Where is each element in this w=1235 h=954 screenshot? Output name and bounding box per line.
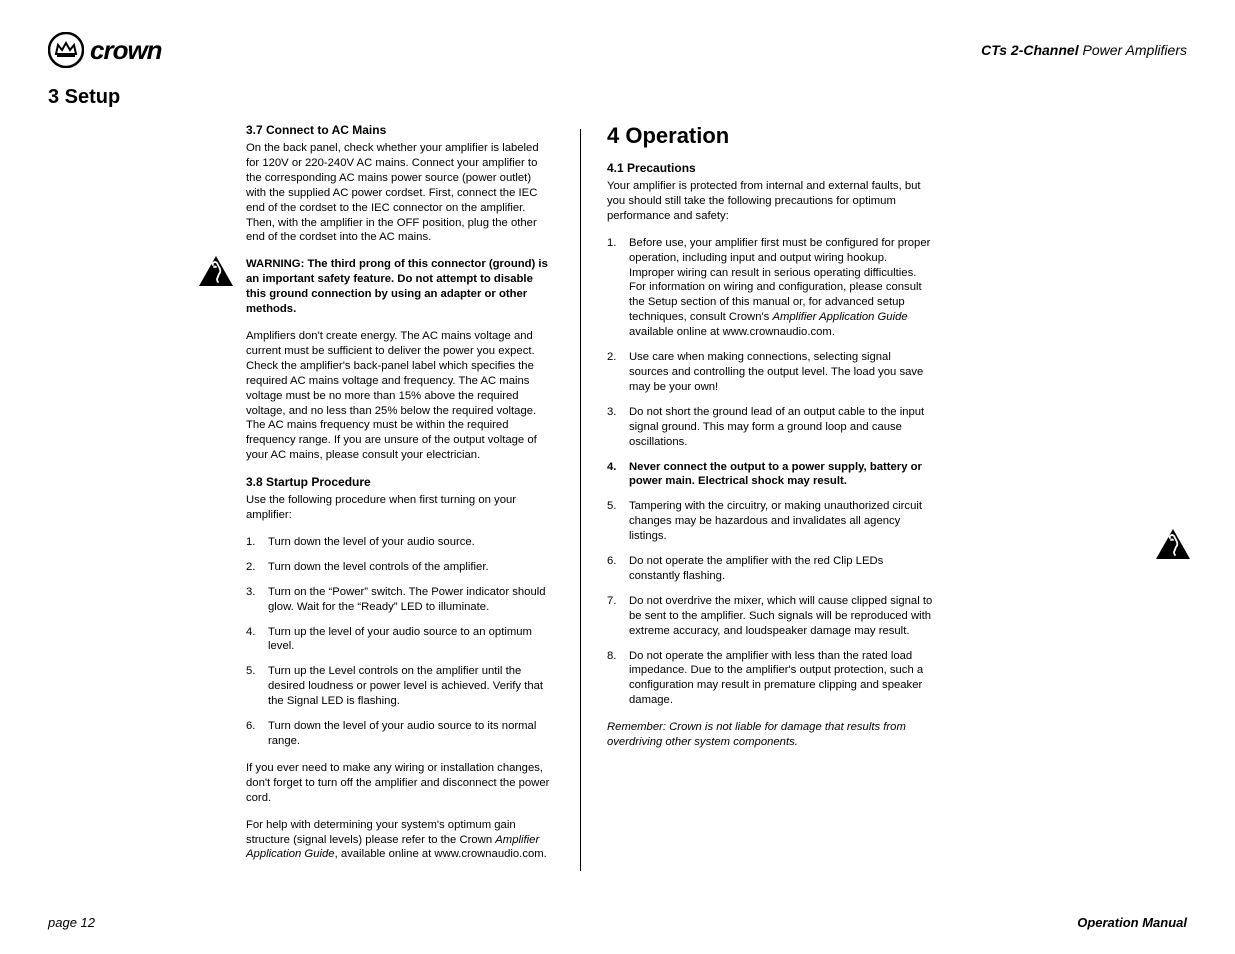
list-item: Turn up the Level controls on the amplif… (246, 664, 552, 709)
list-item: Turn up the level of your audio source t… (246, 625, 552, 655)
column-right: 4 Operation 4.1 Precautions Your amplifi… (607, 123, 957, 874)
doc-title-rest: Power Amplifiers (1079, 42, 1187, 58)
list-item: Never connect the output to a power supp… (607, 460, 933, 490)
column-divider (580, 129, 581, 871)
list-item: Do not operate the amplifier with the re… (607, 554, 933, 584)
operation-heading: 4 Operation (607, 123, 933, 149)
list-item: Turn down the level of your audio source… (246, 719, 552, 749)
para-3-8b: If you ever need to make any wiring or i… (246, 761, 552, 806)
subhead-3-7: 3.7 Connect to AC Mains (246, 123, 552, 137)
para-3-7b: Amplifiers don't create energy. The AC m… (246, 329, 552, 463)
list-item: Use care when making connections, select… (607, 350, 933, 395)
para-4-1: Your amplifier is protected from interna… (607, 179, 933, 224)
list-item: Turn on the “Power” switch. The Power in… (246, 585, 552, 615)
document-title: CTs 2-Channel Power Amplifiers (981, 42, 1187, 58)
brand-logo: crown (48, 32, 162, 68)
list-item: Do not short the ground lead of an outpu… (607, 405, 933, 450)
subhead-4-1: 4.1 Precautions (607, 161, 933, 175)
warning-triangle-icon (198, 255, 234, 292)
list-item: Turn down the level controls of the ampl… (246, 560, 552, 575)
manual-label: Operation Manual (1077, 915, 1187, 930)
column-left: 3.7 Connect to AC Mains On the back pane… (246, 123, 576, 874)
startup-procedure-list: Turn down the level of your audio source… (246, 535, 552, 749)
brand-wordmark: crown (90, 35, 162, 66)
para-3-8c-pre: For help with determining your system's … (246, 819, 516, 846)
page-footer: page 12 Operation Manual (48, 915, 1187, 930)
crown-logo-icon (48, 32, 84, 68)
para-3-8a: Use the following procedure when first t… (246, 493, 552, 523)
warning-text: WARNING: The third prong of this connect… (246, 257, 552, 317)
list-item: Do not overdrive the mixer, which will c… (607, 594, 933, 639)
page-header: crown CTs 2-Channel Power Amplifiers (48, 32, 1187, 68)
remember-note: Remember: Crown is not liable for damage… (607, 720, 933, 750)
section-heading: 3 Setup (48, 86, 1187, 109)
list-item: Before use, your amplifier first must be… (607, 236, 933, 340)
doc-title-bold: CTs 2-Channel (981, 42, 1079, 58)
para-3-8c: For help with determining your system's … (246, 818, 552, 863)
warning-triangle-icon (1155, 528, 1191, 565)
list-item: Tampering with the circuitry, or making … (607, 499, 933, 544)
list-item: Turn down the level of your audio source… (246, 535, 552, 550)
page-number: page 12 (48, 915, 95, 930)
list-item: Do not operate the amplifier with less t… (607, 649, 933, 709)
subhead-3-8: 3.8 Startup Procedure (246, 475, 552, 489)
para-3-8c-post: , available online at www.crownaudio.com… (335, 848, 547, 860)
para-3-7: On the back panel, check whether your am… (246, 141, 552, 245)
precautions-list: Before use, your amplifier first must be… (607, 236, 933, 708)
content-columns: 3.7 Connect to AC Mains On the back pane… (246, 123, 1187, 874)
